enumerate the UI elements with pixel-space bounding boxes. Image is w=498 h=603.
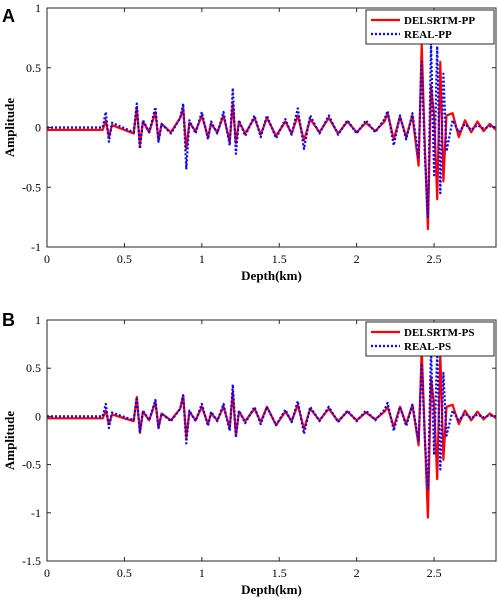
chart-panel: B 0 0.5 1 1.5 2 2.5 -1.5 -1 -0.5 0 0.5 1 Depth(km) Amp… — [2, 310, 497, 597]
x-tick-label: 2.5 — [427, 566, 442, 580]
y-tick-label: 0.5 — [26, 361, 41, 375]
legend-label: REAL-PS — [404, 341, 451, 353]
legend-box — [365, 321, 495, 357]
x-tick-label: 1.5 — [272, 252, 287, 266]
x-tick-label: 2 — [354, 566, 360, 580]
legend-label: DELSRTM-PP — [404, 15, 475, 27]
y-axis-title: Amplitude — [2, 98, 17, 157]
series-line-1 — [47, 42, 496, 219]
y-tick-label: 0 — [35, 121, 41, 135]
y-tick-label: -0.5 — [22, 180, 41, 194]
x-tick-label: 1 — [199, 566, 205, 580]
panel-label: A — [2, 6, 15, 26]
y-tick-label: -0.5 — [22, 458, 41, 472]
series-line-1 — [47, 347, 496, 490]
y-tick-label: 1 — [35, 313, 41, 327]
legend-label: DELSRTM-PS — [404, 327, 475, 339]
legend-box — [365, 9, 495, 45]
x-tick-label: 0 — [44, 566, 50, 580]
y-axis-title: Amplitude — [2, 411, 17, 470]
y-tick-label: -1 — [31, 240, 41, 254]
x-tick-label: 2.5 — [427, 252, 442, 266]
y-tick-label: -1.5 — [22, 554, 41, 568]
x-axis-title: Depth(km) — [241, 268, 302, 283]
x-tick-label: 0.5 — [117, 566, 132, 580]
x-tick-label: 1 — [199, 252, 205, 266]
x-tick-label: 0.5 — [117, 252, 132, 266]
x-tick-label: 1.5 — [272, 566, 287, 580]
legend-label: REAL-PP — [404, 29, 452, 41]
y-tick-label: 0.5 — [26, 61, 41, 75]
legend: DELSRTM-PP REAL-PP — [365, 9, 495, 45]
chart-panel: A 0 0.5 1 1.5 2 2.5 -1 -0.5 0 0.5 1 Depth(km) Amplitu… — [2, 1, 497, 283]
x-tick-label: 0 — [44, 252, 50, 266]
x-axis-title: Depth(km) — [241, 582, 302, 597]
legend: DELSRTM-PS REAL-PS — [365, 321, 495, 357]
y-tick-label: 1 — [35, 1, 41, 15]
y-tick-label: -1 — [31, 506, 41, 520]
panel-label: B — [2, 310, 15, 330]
x-tick-label: 2 — [354, 252, 360, 266]
y-tick-label: 0 — [35, 409, 41, 423]
